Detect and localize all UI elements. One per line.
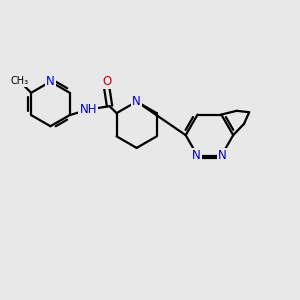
Text: O: O bbox=[102, 75, 111, 88]
Text: N: N bbox=[46, 75, 55, 88]
Text: N: N bbox=[192, 149, 201, 162]
Text: N: N bbox=[132, 95, 141, 108]
Text: CH₃: CH₃ bbox=[11, 76, 29, 86]
Text: NH: NH bbox=[80, 103, 97, 116]
Text: N: N bbox=[218, 149, 227, 162]
